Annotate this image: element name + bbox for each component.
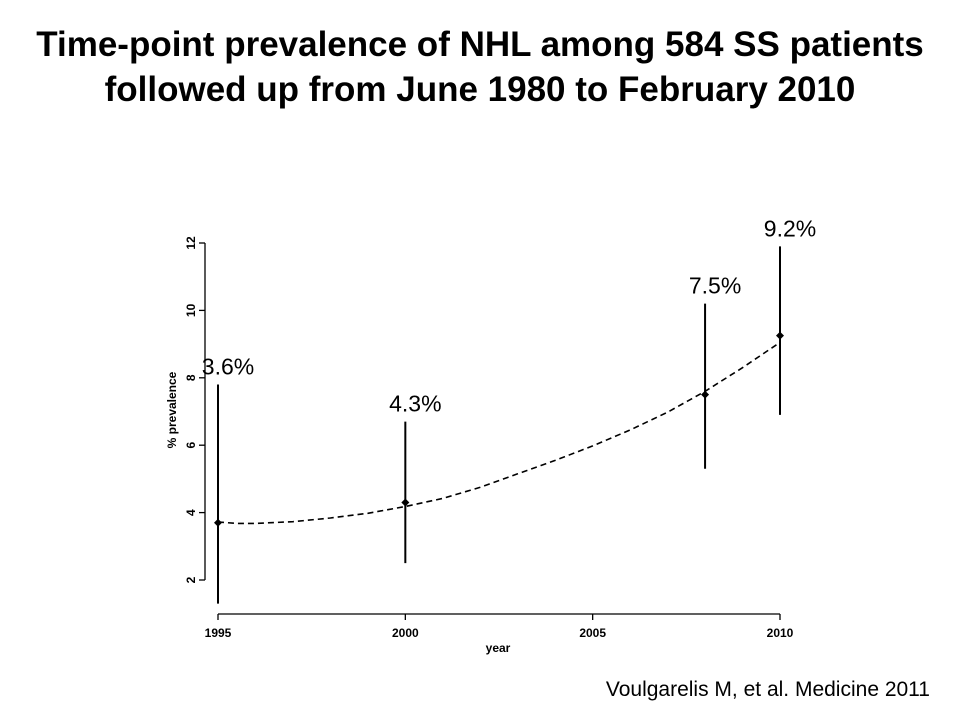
data-marks: 3.6% 4.3% 7.5% 9.2% xyxy=(202,215,816,604)
axes: 2 4 6 8 10 12 1995 2000 2005 2010 xyxy=(184,236,794,640)
data-point xyxy=(701,390,710,399)
y-tick-label: 10 xyxy=(184,303,198,317)
x-tick-label: 2005 xyxy=(579,626,606,640)
y-axis-label: % prevalence xyxy=(165,371,179,448)
x-axis-label: year xyxy=(486,641,511,655)
x-tick-label: 2000 xyxy=(392,626,419,640)
value-label: 9.2% xyxy=(764,215,816,241)
y-tick-label: 12 xyxy=(184,236,198,250)
value-label: 4.3% xyxy=(389,391,441,417)
data-point xyxy=(776,331,784,340)
citation: Voulgarelis M, et al. Medicine 2011 xyxy=(605,678,930,701)
y-tick-label: 4 xyxy=(184,509,198,516)
value-label: 7.5% xyxy=(689,273,741,299)
data-point xyxy=(214,518,222,527)
x-tick-label: 1995 xyxy=(205,626,232,640)
y-tick-label: 8 xyxy=(184,374,198,381)
data-point xyxy=(401,498,410,507)
fitted-trend-curve xyxy=(217,341,781,525)
x-tick-label: 2010 xyxy=(767,626,794,640)
y-tick-label: 2 xyxy=(184,576,198,583)
y-tick-label: 6 xyxy=(184,442,198,449)
slide-title: Time-point prevalence of NHL among 584 S… xyxy=(36,25,924,109)
value-label: 3.6% xyxy=(202,354,254,380)
